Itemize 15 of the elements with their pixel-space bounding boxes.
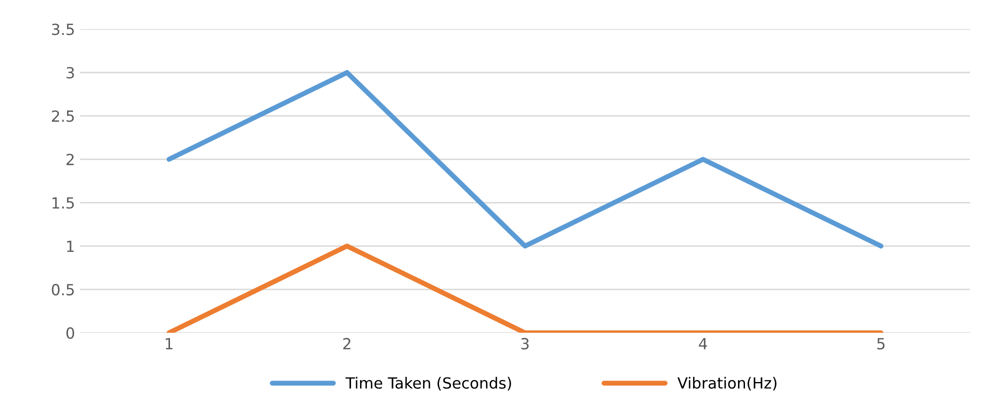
y-tick-label: 3.5 — [52, 24, 74, 36]
y-tick-label: 0 — [66, 327, 74, 339]
y-tick-label: 0.5 — [52, 284, 74, 296]
x-tick-label: 5 — [877, 338, 885, 350]
y-tick-label: 1.5 — [52, 197, 74, 209]
x-tick-label: 2 — [343, 338, 350, 350]
y-tick-label: 2 — [66, 154, 74, 166]
legend-label: Time Taken (Seconds) — [346, 376, 512, 391]
x-tick-label: 3 — [521, 338, 529, 350]
y-tick-label: 3 — [66, 66, 74, 79]
y-tick-label: 1 — [67, 240, 74, 252]
x-tick-label: 4 — [698, 338, 708, 350]
y-tick-label: 2.5 — [52, 110, 74, 122]
legend-label: Vibration(Hz) — [677, 376, 776, 391]
x-tick-label: 1 — [166, 338, 172, 350]
